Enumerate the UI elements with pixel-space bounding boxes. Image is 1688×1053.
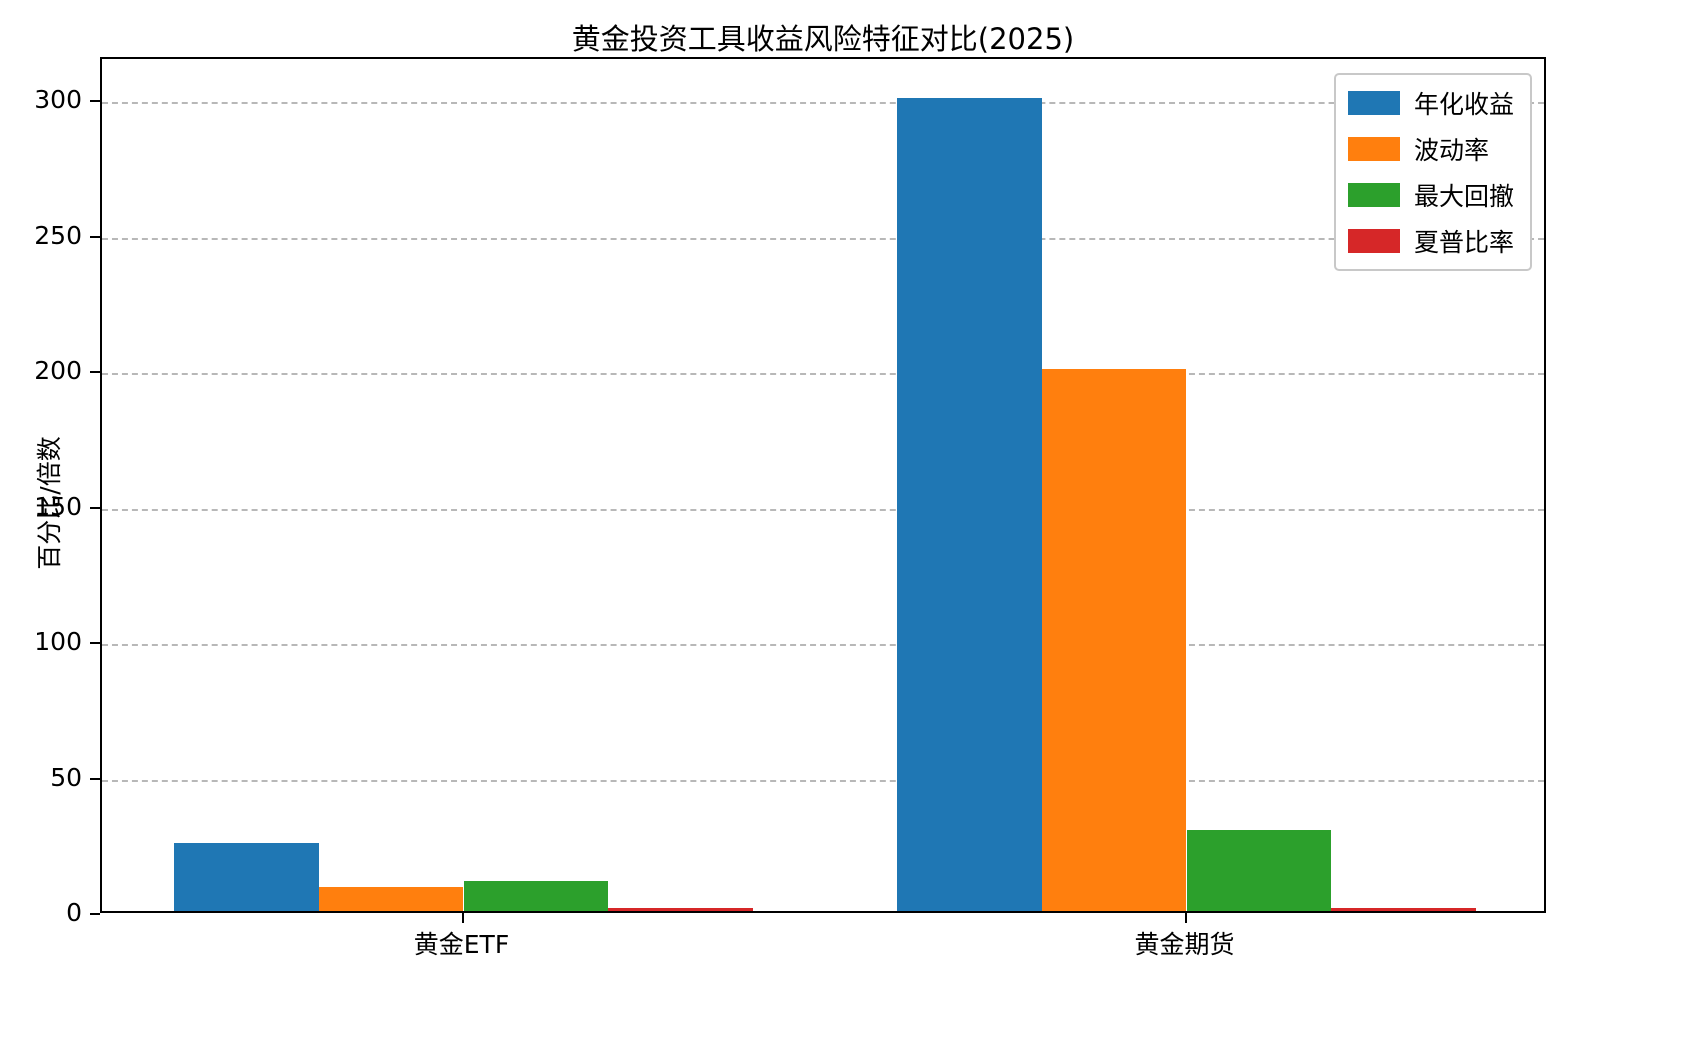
bar-黄金期货-波动率 xyxy=(1041,369,1187,911)
bar-黄金期货-夏普比率 xyxy=(1331,908,1476,911)
bar-黄金ETF-年化收益 xyxy=(174,843,319,911)
legend-label: 最大回撤 xyxy=(1413,182,1514,211)
bar-黄金ETF-夏普比率 xyxy=(608,908,753,911)
gridline-300 xyxy=(102,102,1544,105)
legend-swatch-icon xyxy=(1347,229,1400,253)
y-tick-mark xyxy=(90,642,100,645)
bar-黄金ETF-最大回撤 xyxy=(463,881,609,911)
bar-黄金期货-最大回撤 xyxy=(1186,829,1332,911)
plot-area: 年化收益波动率最大回撤夏普比率 xyxy=(100,57,1546,913)
legend-swatch-icon xyxy=(1347,91,1400,115)
y-tick-mark xyxy=(90,506,100,509)
gridline-250 xyxy=(102,237,1544,240)
legend-label: 年化收益 xyxy=(1413,90,1514,119)
x-tick-label-黄金期货: 黄金期货 xyxy=(1134,930,1235,959)
y-tick-label-200: 200 xyxy=(34,356,82,386)
x-tick-mark xyxy=(461,913,464,923)
bar-黄金期货-年化收益 xyxy=(897,98,1042,911)
y-tick-mark xyxy=(90,100,100,103)
y-tick-mark xyxy=(90,371,100,374)
legend-label: 波动率 xyxy=(1413,136,1489,165)
legend-swatch-icon xyxy=(1347,183,1400,207)
legend-label: 夏普比率 xyxy=(1413,228,1514,257)
gridline-100 xyxy=(102,644,1544,647)
x-tick-label-黄金ETF: 黄金ETF xyxy=(413,930,510,959)
y-tick-mark xyxy=(90,235,100,238)
y-tick-label-150: 150 xyxy=(34,491,82,521)
y-tick-mark xyxy=(90,777,100,780)
chart-title: 黄金投资工具收益风险特征对比(2025) xyxy=(571,22,1075,56)
legend-item-夏普比率: 夏普比率 xyxy=(1347,223,1514,259)
y-tick-label-50: 50 xyxy=(50,762,82,792)
legend-item-最大回撤: 最大回撤 xyxy=(1347,177,1514,213)
y-tick-label-0: 0 xyxy=(66,898,82,927)
y-tick-label-300: 300 xyxy=(34,85,82,115)
legend: 年化收益波动率最大回撤夏普比率 xyxy=(1333,73,1532,271)
legend-swatch-icon xyxy=(1347,137,1400,161)
gridline-200 xyxy=(102,373,1544,376)
y-tick-mark xyxy=(90,913,100,915)
bar-黄金ETF-波动率 xyxy=(318,886,464,911)
legend-item-年化收益: 年化收益 xyxy=(1347,85,1514,121)
x-tick-mark xyxy=(1184,913,1187,923)
gridline-50 xyxy=(102,779,1544,782)
y-tick-label-100: 100 xyxy=(34,627,82,657)
gridline-150 xyxy=(102,508,1544,511)
y-tick-label-250: 250 xyxy=(34,220,82,250)
legend-item-波动率: 波动率 xyxy=(1347,131,1514,167)
